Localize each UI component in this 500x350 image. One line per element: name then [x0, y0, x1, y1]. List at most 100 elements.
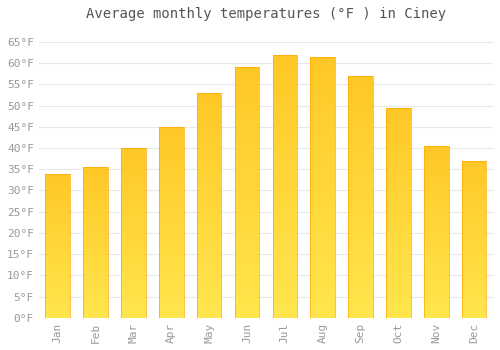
Bar: [84, 303, 108, 306]
Bar: [424, 304, 448, 308]
Bar: [197, 232, 222, 237]
Bar: [424, 301, 448, 304]
Bar: [197, 241, 222, 246]
Bar: [197, 174, 222, 178]
Bar: [348, 294, 373, 299]
Bar: [234, 92, 260, 97]
Bar: [159, 314, 184, 318]
Bar: [386, 301, 410, 305]
Bar: [121, 274, 146, 277]
Bar: [121, 230, 146, 233]
Bar: [310, 140, 335, 146]
Bar: [462, 161, 486, 318]
Bar: [46, 229, 70, 231]
Bar: [84, 167, 108, 318]
Bar: [348, 177, 373, 182]
Bar: [121, 250, 146, 253]
Bar: [84, 288, 108, 291]
Bar: [424, 184, 448, 187]
Bar: [234, 308, 260, 313]
Bar: [84, 297, 108, 300]
Bar: [84, 254, 108, 258]
Bar: [121, 192, 146, 196]
Bar: [272, 250, 297, 255]
Bar: [462, 195, 486, 198]
Bar: [462, 280, 486, 284]
Bar: [310, 287, 335, 292]
Bar: [462, 173, 486, 176]
Bar: [386, 209, 410, 213]
Bar: [424, 280, 448, 284]
Bar: [272, 223, 297, 229]
Bar: [197, 282, 222, 286]
Bar: [386, 108, 410, 318]
Bar: [121, 253, 146, 257]
Bar: [462, 243, 486, 246]
Bar: [272, 202, 297, 207]
Bar: [46, 263, 70, 266]
Bar: [424, 160, 448, 163]
Bar: [46, 286, 70, 289]
Bar: [121, 148, 146, 152]
Bar: [84, 285, 108, 288]
Bar: [272, 239, 297, 244]
Bar: [234, 313, 260, 318]
Bar: [234, 293, 260, 298]
Bar: [310, 177, 335, 182]
Bar: [386, 263, 410, 267]
Bar: [310, 130, 335, 135]
Bar: [46, 234, 70, 237]
Bar: [348, 153, 373, 158]
Bar: [386, 125, 410, 129]
Bar: [121, 243, 146, 246]
Bar: [234, 122, 260, 127]
Bar: [348, 114, 373, 119]
Bar: [234, 127, 260, 132]
Bar: [348, 182, 373, 187]
Bar: [386, 272, 410, 276]
Bar: [159, 138, 184, 142]
Bar: [121, 158, 146, 162]
Bar: [424, 308, 448, 311]
Bar: [159, 303, 184, 307]
Bar: [272, 139, 297, 144]
Bar: [121, 223, 146, 226]
Bar: [234, 283, 260, 288]
Bar: [234, 188, 260, 193]
Bar: [424, 232, 448, 235]
Bar: [121, 270, 146, 274]
Bar: [348, 119, 373, 124]
Bar: [234, 248, 260, 253]
Bar: [84, 291, 108, 294]
Bar: [159, 142, 184, 146]
Bar: [462, 167, 486, 170]
Bar: [234, 88, 260, 92]
Bar: [197, 129, 222, 133]
Bar: [234, 193, 260, 198]
Bar: [386, 167, 410, 171]
Bar: [310, 193, 335, 198]
Bar: [386, 188, 410, 192]
Bar: [46, 295, 70, 298]
Bar: [121, 199, 146, 202]
Bar: [424, 259, 448, 263]
Bar: [84, 170, 108, 173]
Bar: [121, 165, 146, 168]
Bar: [348, 110, 373, 114]
Bar: [272, 234, 297, 239]
Bar: [462, 290, 486, 293]
Bar: [159, 154, 184, 158]
Bar: [424, 204, 448, 208]
Bar: [121, 287, 146, 291]
Bar: [121, 202, 146, 206]
Bar: [272, 276, 297, 281]
Bar: [386, 150, 410, 154]
Bar: [197, 214, 222, 219]
Bar: [310, 93, 335, 98]
Bar: [462, 265, 486, 268]
Bar: [121, 148, 146, 318]
Bar: [46, 275, 70, 278]
Bar: [197, 151, 222, 156]
Bar: [462, 261, 486, 265]
Bar: [159, 249, 184, 253]
